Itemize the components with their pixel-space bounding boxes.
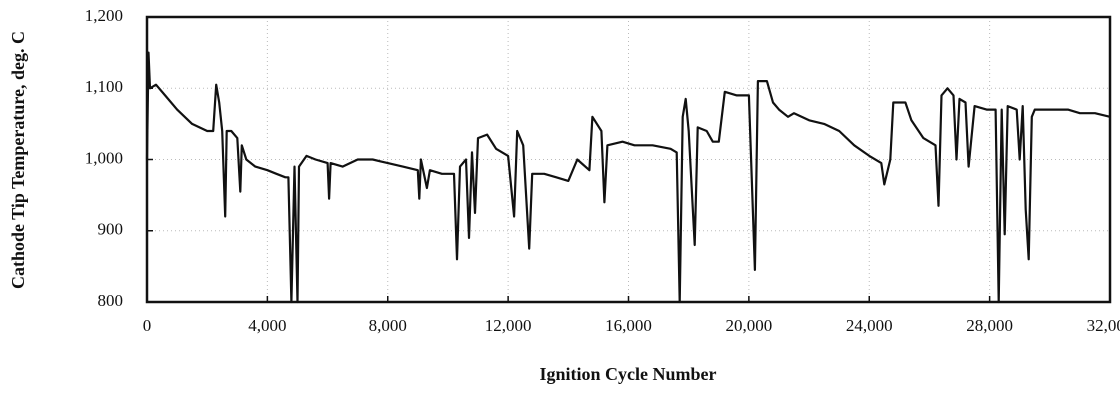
x-tick-label: 28,000 (966, 316, 1013, 335)
x-tick-label: 16,000 (605, 316, 652, 335)
x-tick-label: 8,000 (369, 316, 407, 335)
x-tick-label: 32,000 (1087, 316, 1120, 335)
x-tick-label: 20,000 (726, 316, 773, 335)
x-axis-title: Ignition Cycle Number (540, 364, 717, 384)
x-tick-label: 0 (143, 316, 152, 335)
data-line (145, 51, 1111, 304)
x-tick-label: 4,000 (248, 316, 286, 335)
y-axis-title: Cathode Tip Temperature, deg. C (8, 31, 28, 289)
x-tick-label: 12,000 (485, 316, 532, 335)
y-tick-label: 1,200 (85, 6, 123, 25)
y-tick-label: 800 (98, 291, 124, 310)
y-tick-label: 1,100 (85, 77, 123, 96)
y-tick-label: 900 (98, 220, 124, 239)
y-tick-label: 1,000 (85, 148, 123, 167)
x-tick-label: 24,000 (846, 316, 893, 335)
